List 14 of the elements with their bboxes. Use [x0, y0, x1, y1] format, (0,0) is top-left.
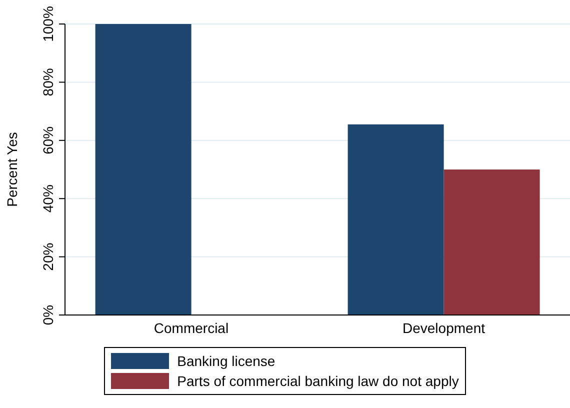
y-tick-label: 40%	[40, 184, 56, 213]
y-tick-label: 60%	[40, 126, 56, 154]
y-tick-label: 20%	[40, 242, 56, 271]
bar	[444, 170, 540, 315]
bar	[348, 124, 444, 315]
legend-label: Parts of commercial banking law do not apply	[177, 373, 459, 389]
y-tick-label: 0%	[40, 304, 56, 326]
y-axis-title: Percent Yes	[4, 132, 20, 207]
x-tick-label: Commercial	[154, 320, 229, 336]
y-tick-label: 80%	[40, 68, 56, 96]
legend-label: Banking license	[177, 353, 276, 369]
bar	[95, 24, 192, 315]
y-tick-label: 100%	[40, 6, 56, 42]
x-tick-label: Development	[402, 320, 486, 336]
